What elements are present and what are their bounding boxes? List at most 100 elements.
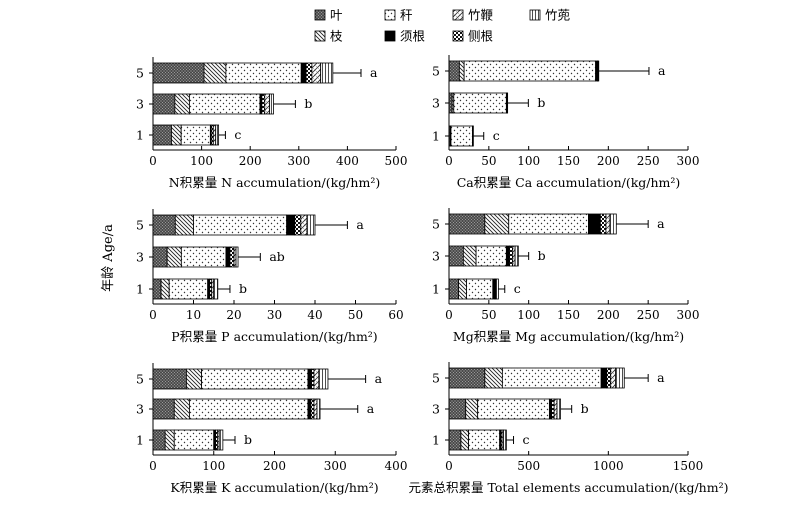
bar-segment <box>173 398 190 420</box>
chart-panel-2: 0 50 100 150 200 250 300 Ca积累量 Ca accumulation/… <box>432 55 699 190</box>
bar-segment <box>448 92 453 114</box>
chart-panel-3: 0 10 20 30 40 50 60 P积累量 P accumulation/(kg/hm²… <box>136 209 404 344</box>
significance-label: a <box>657 370 665 385</box>
x-tick-label: 300 <box>677 308 700 322</box>
significance-label: a <box>370 65 378 80</box>
bar-segment <box>152 93 176 115</box>
bar-segment <box>164 429 175 451</box>
legend-label: 须根 <box>400 29 426 44</box>
bar-segment <box>448 60 460 82</box>
significance-label: c <box>234 127 241 142</box>
y-tick-label: 1 <box>136 128 144 143</box>
legend-swatch <box>384 9 396 21</box>
bar-segment <box>306 214 316 236</box>
y-tick-label: 1 <box>432 433 440 448</box>
bar-segment <box>462 245 477 267</box>
bar-segment <box>318 368 329 390</box>
bar-segment <box>509 245 514 267</box>
x-tick-label: 1500 <box>673 459 704 473</box>
chart-panel-6: 0 500 1000 1500 元素总积累量 Total elements accumu… <box>409 362 728 495</box>
x-tick-label: 20 <box>226 308 241 322</box>
x-tick-label: 50 <box>481 308 496 322</box>
x-tick-label: 300 <box>324 459 347 473</box>
legend-label: 竹鞭 <box>468 8 494 23</box>
bar-segment <box>152 278 162 300</box>
bar-segment <box>166 246 182 268</box>
bar-segment <box>203 62 227 84</box>
x-tick-label: 0 <box>445 154 453 168</box>
bar-segment <box>186 368 203 390</box>
x-tick-label: 250 <box>637 154 660 168</box>
legend-item-2: 秆 <box>384 8 413 23</box>
bar-segment <box>313 398 318 420</box>
bar-segment <box>320 62 334 84</box>
x-tick-label: 100 <box>517 154 540 168</box>
x-tick-label: 200 <box>597 308 620 322</box>
legend-label: 秆 <box>400 8 413 23</box>
x-axis-label: Ca积累量 Ca accumulation/(kg/hm²) <box>457 175 681 190</box>
significance-label: c <box>514 281 521 296</box>
bar-segment <box>213 278 219 300</box>
x-tick-label: 0 <box>149 459 157 473</box>
bar-segment <box>305 62 313 84</box>
legend-swatch <box>384 30 396 42</box>
bar-segment <box>514 245 519 267</box>
bar-segment <box>588 213 601 235</box>
legend-label: 叶 <box>330 8 343 23</box>
x-tick-label: 500 <box>385 154 408 168</box>
bar-segment <box>174 214 194 236</box>
y-tick-label: 3 <box>432 402 440 417</box>
bar-segment <box>201 368 309 390</box>
bar-segment <box>229 246 235 268</box>
x-tick-label: 10 <box>186 308 201 322</box>
legend-swatch <box>314 9 326 21</box>
legend-swatch <box>452 30 464 42</box>
bar-segment <box>599 213 607 235</box>
bar-segment <box>264 93 271 115</box>
bar-segment <box>269 93 274 115</box>
bar-segment <box>311 62 322 84</box>
bar-segment <box>508 213 589 235</box>
y-tick-label: 5 <box>432 64 440 79</box>
significance-label: ab <box>269 249 284 264</box>
significance-label: a <box>356 217 364 232</box>
legend-item-1: 叶 <box>314 8 343 23</box>
bar-segment <box>171 124 182 146</box>
bar-segment <box>152 246 168 268</box>
significance-label: b <box>581 401 589 416</box>
bar-segment <box>495 278 499 300</box>
bar-segment <box>235 246 239 268</box>
bar-segment <box>313 368 320 390</box>
x-tick-label: 60 <box>388 308 403 322</box>
x-axis-label: K积累量 K accumulation/(kg/hm²) <box>170 480 378 495</box>
bar-segment <box>300 62 307 84</box>
bar-segment <box>610 367 616 389</box>
bar-segment <box>600 367 608 389</box>
legend-item-4: 竹蔸 <box>529 8 571 23</box>
legend-swatch <box>529 9 541 21</box>
bar-segment <box>448 398 467 420</box>
bar-segment <box>605 213 611 235</box>
bar-segment <box>556 398 561 420</box>
x-axis-label: Mg积累量 Mg accumulation/(kg/hm²) <box>453 329 684 344</box>
x-axis-label: N积累量 N accumulation/(kg/hm²) <box>169 175 380 190</box>
significance-label: b <box>538 248 546 263</box>
legend-swatch <box>314 30 326 42</box>
bar-segment <box>180 246 227 268</box>
significance-label: a <box>375 371 383 386</box>
x-tick-label: 0 <box>445 459 453 473</box>
bar-segment <box>310 398 315 420</box>
y-tick-label: 5 <box>136 372 144 387</box>
bar-segment <box>463 60 596 82</box>
bar-segment <box>448 278 459 300</box>
legend-label: 侧根 <box>468 29 494 44</box>
bar-segment <box>503 429 507 451</box>
x-tick-label: 0 <box>149 308 157 322</box>
significance-label: a <box>657 216 665 231</box>
bar-segment <box>225 62 302 84</box>
significance-label: b <box>239 281 247 296</box>
x-tick-label: 200 <box>239 154 262 168</box>
significance-label: b <box>537 95 545 110</box>
x-tick-label: 50 <box>481 154 496 168</box>
